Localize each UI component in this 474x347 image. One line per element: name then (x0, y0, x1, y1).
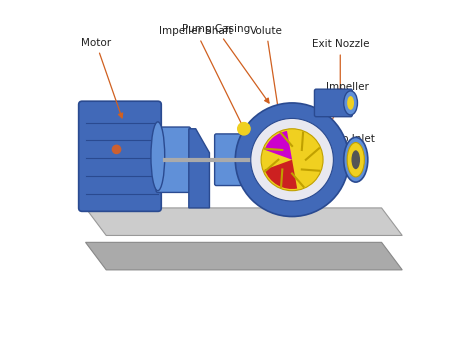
Circle shape (112, 145, 121, 153)
Wedge shape (264, 131, 292, 160)
Wedge shape (264, 160, 297, 189)
Circle shape (237, 122, 250, 135)
Text: Pump Inlet: Pump Inlet (319, 134, 375, 150)
Text: Exit Nozzle: Exit Nozzle (311, 40, 369, 94)
FancyBboxPatch shape (215, 134, 259, 186)
Ellipse shape (347, 143, 365, 177)
Text: Impeller: Impeller (326, 83, 369, 128)
Circle shape (235, 103, 349, 217)
Circle shape (261, 129, 323, 191)
Circle shape (251, 118, 333, 201)
Ellipse shape (151, 122, 164, 191)
Text: Volute: Volute (250, 26, 283, 128)
Ellipse shape (344, 91, 357, 115)
Polygon shape (189, 129, 210, 208)
Text: Motor: Motor (81, 38, 123, 118)
Ellipse shape (344, 137, 368, 182)
FancyBboxPatch shape (156, 127, 191, 193)
Text: Pump Casing: Pump Casing (182, 24, 269, 103)
Polygon shape (85, 242, 402, 270)
Polygon shape (85, 208, 402, 236)
FancyBboxPatch shape (79, 101, 161, 211)
Ellipse shape (351, 150, 360, 169)
Ellipse shape (347, 96, 354, 110)
FancyBboxPatch shape (314, 89, 352, 117)
Text: Impeller Shaft: Impeller Shaft (159, 26, 246, 132)
